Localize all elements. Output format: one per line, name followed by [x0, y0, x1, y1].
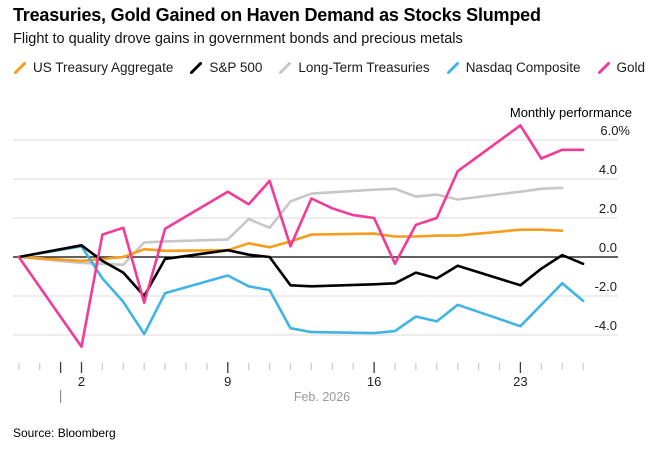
legend-item-label: S&P 500	[209, 60, 263, 75]
page-subtitle: Flight to quality drove gains in governm…	[13, 31, 463, 47]
legend-line-swatch-icon	[597, 61, 610, 74]
legend-item-s-p-500: S&P 500	[189, 60, 262, 75]
y-axis-tick-label: 0.0	[599, 240, 617, 255]
legend-swatch-stroke	[446, 61, 459, 74]
x-axis-tick-label: 2	[78, 374, 85, 389]
page-title: Treasuries, Gold Gained on Haven Demand …	[13, 5, 541, 25]
series-line-nasdaq-composite	[17, 245, 585, 336]
series-line-gold	[17, 124, 585, 349]
legend-item-long-term-treasuries: Long-Term Treasuries	[278, 60, 430, 75]
legend-swatch-stroke	[279, 61, 292, 74]
x-axis-tick-label: 9	[224, 374, 231, 389]
legend-item-label: Nasdaq Composite	[465, 60, 581, 75]
y-axis-tick-label: -2.0	[595, 279, 617, 294]
legend-swatch-stroke	[14, 61, 26, 74]
legend-item-label: US Treasury Aggregate	[33, 60, 174, 75]
legend-swatch-stroke	[190, 61, 203, 74]
legend: US Treasury Aggregate S&P 500 Long-Term Tr…	[13, 60, 655, 75]
legend-swatch-stroke	[597, 61, 610, 74]
legend-line-swatch-icon	[446, 61, 459, 74]
x-axis-month-label: Feb. 2026	[294, 390, 350, 404]
series-line-us-treasury-aggregate	[17, 228, 564, 263]
y-axis-tick-label: -4.0	[595, 318, 617, 333]
legend-item-us-treasury-aggregate: US Treasury Aggregate	[13, 60, 173, 75]
x-axis-tick-label: 23	[513, 374, 527, 389]
y-axis-tick-label: 4.0	[599, 162, 617, 177]
y-axis-title: Monthly performance	[510, 105, 632, 120]
legend-item-nasdaq-composite: Nasdaq Composite	[446, 60, 581, 75]
y-axis-tick-label: 2.0	[599, 201, 617, 216]
series-line-s-p-500	[17, 244, 585, 298]
x-axis-group: 2 9 16 23	[18, 362, 584, 389]
legend-line-swatch-icon	[14, 61, 26, 74]
y-axis-tick-label: 6.0%	[600, 123, 630, 138]
legend-item-label: Gold	[616, 60, 646, 75]
legend-item-gold: Gold	[597, 60, 646, 75]
series-group	[17, 124, 585, 349]
source-note: Source: Bloomberg	[13, 426, 116, 440]
legend-item-label: Long-Term Treasuries	[298, 60, 430, 75]
series-line-long-term-treasuries	[17, 186, 564, 267]
x-axis-tick-label: 16	[367, 374, 381, 389]
legend-line-swatch-icon	[190, 61, 203, 74]
legend-line-swatch-icon	[279, 61, 292, 74]
